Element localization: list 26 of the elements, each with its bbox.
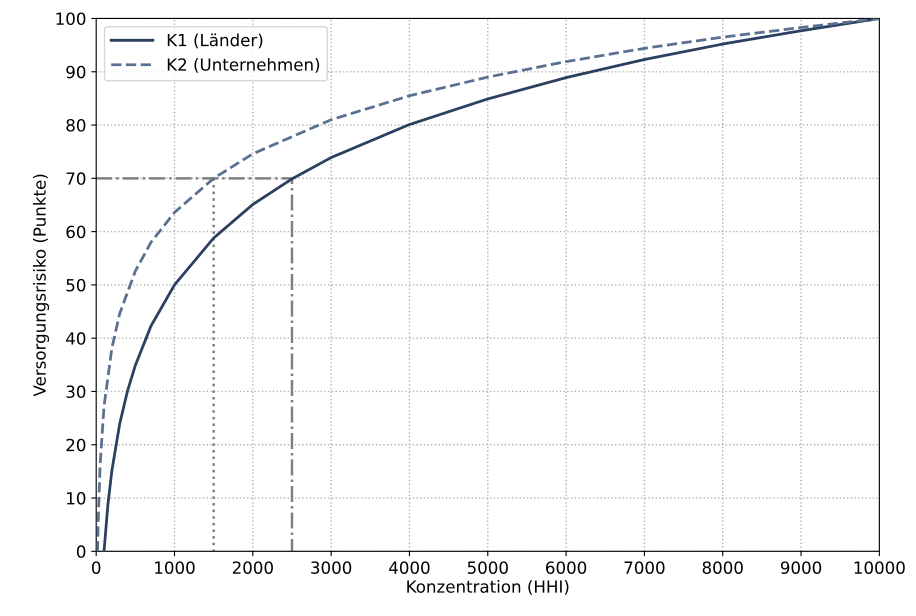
y-tick-label: 10 <box>67 492 86 505</box>
x-tick-label: 6000 <box>546 561 586 574</box>
y-axis-title: Versorgungsrisiko (Punkte) <box>32 174 50 396</box>
x-tick-label: 10000 <box>854 561 905 574</box>
y-tick-label: 80 <box>66 119 86 132</box>
x-tick-label: 2000 <box>232 561 273 574</box>
y-tick-label: 60 <box>66 226 86 238</box>
y-tick-label: 70 <box>66 172 86 185</box>
y-tick-label: 90 <box>66 66 86 78</box>
x-tick-label: 3000 <box>311 561 352 574</box>
x-tick-label: 4000 <box>389 561 430 574</box>
y-tick-label: 50 <box>66 278 86 292</box>
y-tick-label: 20 <box>66 438 86 452</box>
x-tick-label: 1000 <box>155 561 195 574</box>
y-tick-label: 30 <box>66 385 86 398</box>
legend-label: K2 (Unternehmen) <box>168 58 320 73</box>
y-tick-label: 100 <box>56 12 86 26</box>
x-axis-title: Konzentration (HHI) <box>407 580 568 595</box>
x-tick-label: 9000 <box>780 561 822 574</box>
x-tick-label: 0 <box>92 561 100 574</box>
x-tick-label: 7000 <box>624 561 665 574</box>
x-tick-label: 5000 <box>468 561 508 574</box>
x-tick-label: 8000 <box>702 561 743 574</box>
legend-label: K1 (Länder) <box>168 33 262 48</box>
y-tick-label: 0 <box>76 545 86 558</box>
y-tick-label: 40 <box>66 332 86 345</box>
